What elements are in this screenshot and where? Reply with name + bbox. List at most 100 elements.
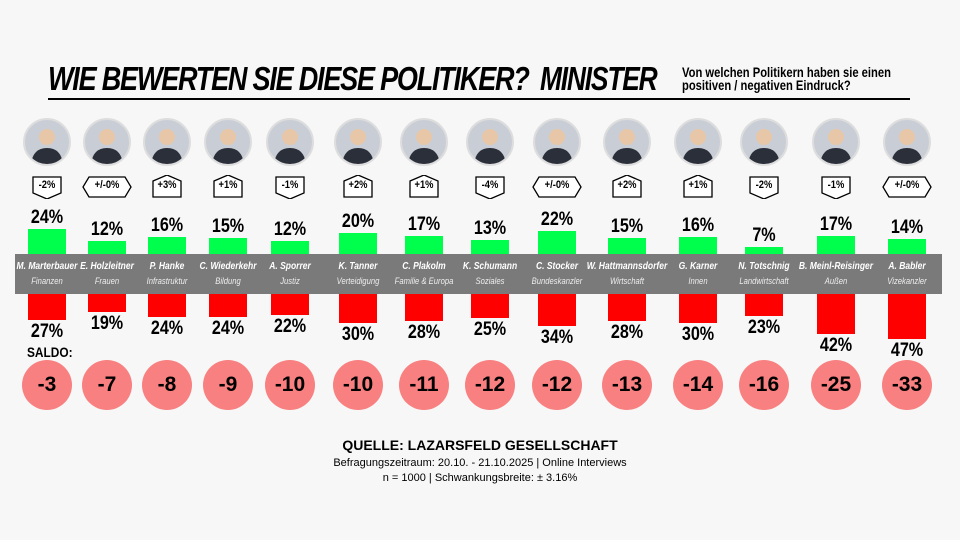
person-silhouette-icon (151, 129, 183, 164)
positive-label: 12% (273, 219, 307, 241)
negative-bar (679, 294, 717, 323)
positive-bar (209, 238, 247, 254)
person-silhouette-icon (342, 129, 374, 164)
saldo-circle: -8 (142, 360, 192, 410)
negative-bar (538, 294, 576, 327)
negative-bar (608, 294, 646, 321)
negative-bar (817, 294, 855, 334)
change-badge: +1% (394, 175, 454, 198)
portrait-photo (883, 118, 931, 166)
badge-outline-icon (82, 176, 132, 198)
negative-label: 24% (150, 317, 184, 339)
badge-outline-icon (32, 176, 62, 199)
positive-label: 17% (819, 214, 853, 236)
badge-outline-icon (749, 176, 779, 199)
saldo-circle: -12 (532, 360, 582, 410)
person-silhouette-icon (748, 129, 780, 164)
change-badge: -2% (734, 175, 794, 199)
badge-shape (821, 176, 851, 199)
person-silhouette-icon (31, 129, 63, 164)
negative-bar (339, 294, 377, 323)
person-silhouette-icon (541, 129, 573, 164)
badge-shape (532, 176, 582, 198)
ministry-label: Innen (688, 276, 708, 286)
politician-name: G. Karner (678, 261, 718, 272)
negative-bar (271, 294, 309, 315)
badge-outline-icon (409, 175, 439, 198)
change-badge: +/-0% (77, 175, 137, 198)
portrait-photo (533, 118, 581, 166)
change-badge: -1% (806, 175, 866, 199)
negative-bar (888, 294, 926, 339)
politician-name: N. Totschnig (738, 261, 790, 272)
person-silhouette-icon (408, 129, 440, 164)
negative-bar (209, 294, 247, 317)
badge-outline-icon (683, 175, 713, 198)
ministry-label: Justiz (280, 276, 300, 286)
badge-outline-icon (343, 175, 373, 198)
person-silhouette-icon (891, 129, 923, 164)
positive-bar (271, 241, 309, 254)
change-badge: +1% (668, 175, 728, 198)
negative-label: 24% (211, 317, 245, 339)
positive-bar (471, 240, 509, 254)
change-value: +/-0% (94, 179, 120, 191)
positive-bar (817, 236, 855, 254)
person-silhouette-icon (91, 129, 123, 164)
positive-bar (88, 241, 126, 254)
ministry-label: Bundeskanzler (531, 276, 583, 286)
change-value: +2% (348, 179, 368, 191)
positive-bar (148, 237, 186, 254)
portrait-photo (466, 118, 514, 166)
portrait-photo (740, 118, 788, 166)
badge-shape (612, 175, 642, 198)
change-badge: -2% (17, 175, 77, 199)
portrait-photo (603, 118, 651, 166)
saldo-circle: -14 (673, 360, 723, 410)
politician-name: K. Tanner (338, 261, 378, 272)
positive-label: 17% (407, 214, 441, 236)
change-value: +2% (617, 179, 637, 191)
ministry-label: Infrastruktur (146, 276, 188, 286)
negative-bar (28, 294, 66, 320)
saldo-circle: -12 (465, 360, 515, 410)
source-title: QUELLE: LAZARSFELD GESELLSCHAFT (342, 437, 618, 453)
politician-name: E. Holzleitner (80, 261, 134, 272)
politician-name: P. Hanke (149, 261, 185, 272)
source-period: Befragungszeitraum: 20.10. - 21.10.2025 … (333, 457, 627, 469)
politician-name: A. Sporrer (269, 261, 311, 272)
change-value: -2% (755, 179, 773, 191)
saldo-circle: -3 (22, 360, 72, 410)
change-value: -1% (827, 179, 845, 191)
politician-name: W. Hattmannsdorfer (586, 261, 668, 272)
question-line-1: Von welchen Politikern haben sie einen (682, 64, 891, 80)
badge-shape (152, 175, 182, 198)
person-silhouette-icon (611, 129, 643, 164)
badge-shape (213, 175, 243, 198)
positive-label: 22% (540, 208, 574, 230)
portrait-photo (23, 118, 71, 166)
person-silhouette-icon (274, 129, 306, 164)
positive-bar (679, 237, 717, 254)
positive-bar (405, 236, 443, 254)
negative-bar (405, 294, 443, 321)
negative-label: 30% (681, 323, 715, 345)
positive-bar (538, 230, 576, 254)
change-value: +/-0% (894, 179, 920, 191)
change-value: -1% (281, 179, 299, 191)
saldo-circle: -13 (602, 360, 652, 410)
positive-label: 24% (30, 206, 64, 228)
negative-label: 34% (540, 327, 574, 349)
badge-outline-icon (213, 175, 243, 198)
change-value: +1% (218, 179, 238, 191)
positive-label: 16% (150, 215, 184, 237)
badge-shape (82, 176, 132, 198)
survey-question: Von welchen Politikern haben sie einen p… (682, 64, 891, 92)
chart-title: WIE BEWERTEN SIE DIESE POLITIKER? (48, 60, 530, 97)
person-silhouette-icon (474, 129, 506, 164)
person-silhouette-icon (212, 129, 244, 164)
badge-outline-icon (275, 176, 305, 199)
change-value: +1% (688, 179, 708, 191)
politician-name: K. Schumann (462, 261, 518, 272)
chart-subtitle: MINISTER (540, 60, 658, 97)
